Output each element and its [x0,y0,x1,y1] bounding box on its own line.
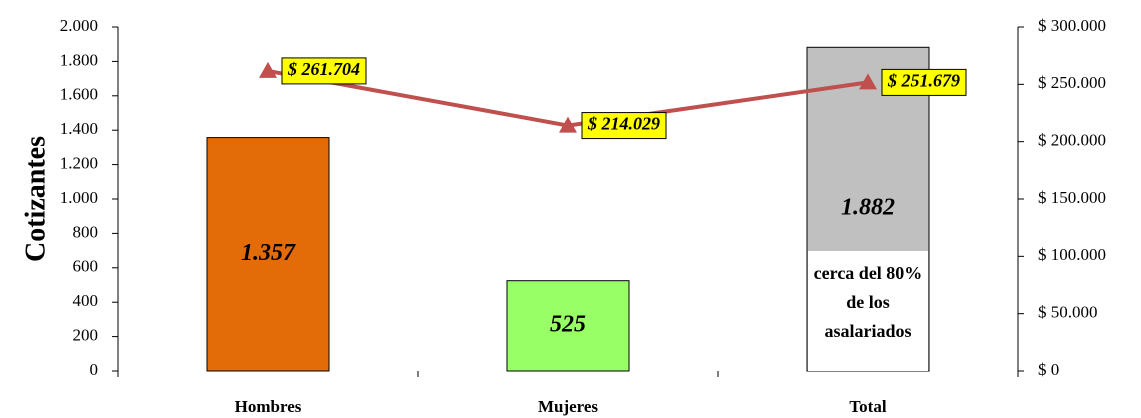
value-label: 1.357 [241,240,296,266]
y2-tick-label: $ 250.000 [1038,73,1106,92]
y-tick-label: 1.200 [60,154,98,173]
x-tick-label: Total [849,397,886,416]
line-label-text: $ 214.029 [587,114,660,134]
line-label-box [581,112,667,140]
marker [559,116,577,133]
bar [506,280,630,372]
line-label: $ 214.029 [581,112,667,140]
value-label: 525 [550,311,586,337]
line-label-box [881,68,967,96]
line-label-text: $ 251.679 [887,71,960,91]
y-tick-label: 600 [73,257,99,276]
y2-tick-label: $ 150.000 [1038,188,1106,207]
y2-tick-label: $ 300.000 [1038,16,1106,35]
annotation: asalariados [824,321,911,341]
y-tick-label: 2.000 [60,16,98,35]
y-tick-label: 0 [90,360,99,379]
y-tick-label: 1.000 [60,188,98,207]
annotation: cerca del 80% [814,263,923,283]
line-label: $ 261.704 [281,57,367,85]
x-tick-label: Hombres [235,397,302,416]
y-tick-label: 200 [73,326,99,345]
line-label-text: $ 261.704 [287,59,360,79]
y2-tick-label: $ 200.000 [1038,131,1106,150]
bar [206,137,330,372]
y2-tick-label: $ 100.000 [1038,245,1106,264]
annotation: de los [846,292,890,312]
y2-tick-label: $ 0 [1038,360,1059,379]
y-tick-label: 400 [73,291,99,310]
y-axis-label: Cotizantes [20,136,51,262]
x-tick-label: Mujeres [538,397,598,416]
line-label-box [281,57,367,85]
marker [259,61,277,78]
y-tick-label: 1.400 [60,119,98,138]
line-label: $ 251.679 [881,68,967,96]
y-tick-label: 1.800 [60,50,98,69]
y-tick-label: 800 [73,222,99,241]
y-tick-label: 1.600 [60,85,98,104]
value-label: 1.882 [841,195,895,221]
annotation-box [808,251,928,371]
y2-tick-label: $ 50.000 [1038,303,1098,322]
marker [859,73,877,90]
